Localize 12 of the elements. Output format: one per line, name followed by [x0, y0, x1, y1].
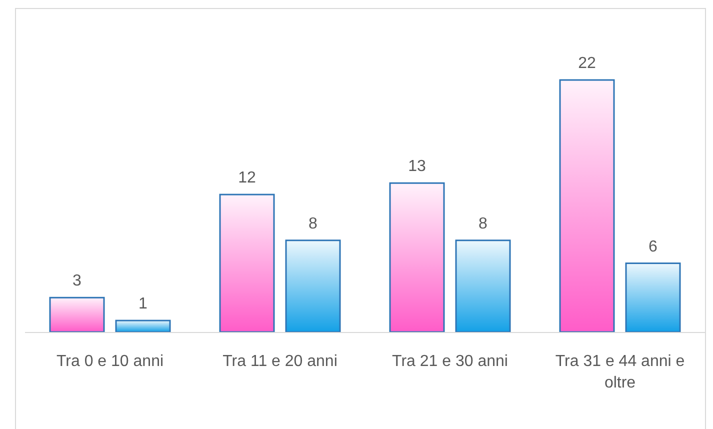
data-label: 13: [408, 158, 426, 176]
data-label: 3: [72, 272, 82, 290]
x-tick-label: Tra 0 e 10 anni: [56, 353, 164, 370]
data-label: 12: [238, 170, 256, 187]
data-label: 8: [478, 215, 488, 232]
data-label: 1: [138, 296, 148, 313]
x-tick-label: Tra 31 e 44 anni e oltre: [555, 353, 685, 392]
data-label: 22: [578, 55, 596, 72]
x-tick-label: Tra 11 e 20 anni: [222, 353, 338, 370]
data-label: 6: [648, 238, 658, 256]
x-tick-label: Tra 21 e 30 anni: [392, 353, 508, 370]
data-label: 8: [308, 215, 318, 232]
